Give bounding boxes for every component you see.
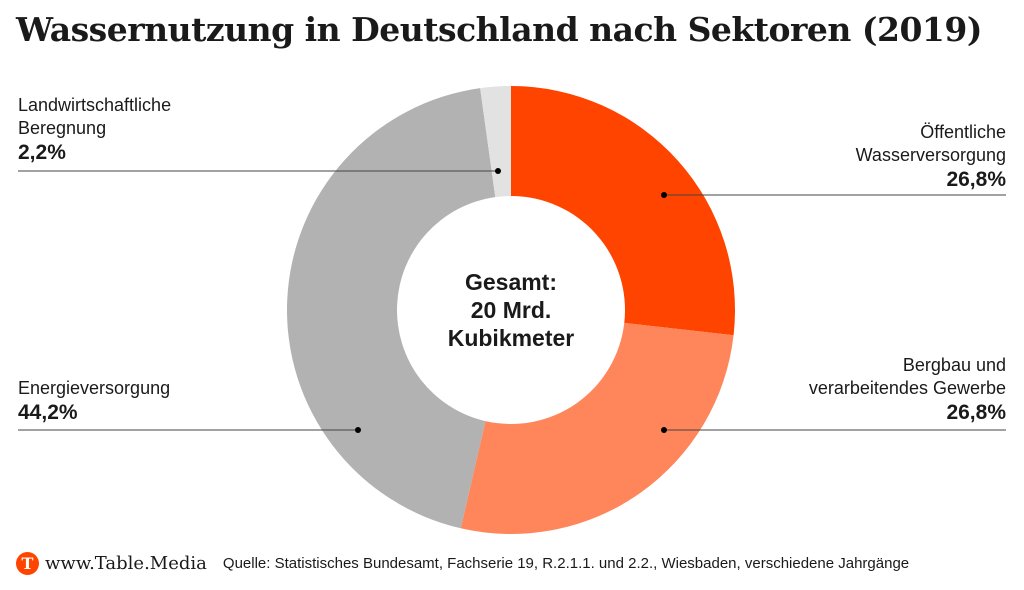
label-bergbau: Bergbau und verarbeitendes Gewerbe 26,8% bbox=[809, 354, 1006, 426]
label-oeffentliche: Öffentliche Wasserversorgung 26,8% bbox=[856, 121, 1006, 193]
label-name: Landwirtschaftliche bbox=[18, 95, 172, 115]
leader-dot-bergbau bbox=[661, 427, 667, 433]
label-value: 26,8% bbox=[946, 401, 1006, 424]
center-line-1: Gesamt: bbox=[464, 269, 558, 295]
label-name: verarbeitendes Gewerbe bbox=[808, 378, 1006, 398]
label-value: 26,8% bbox=[946, 168, 1006, 191]
label-name: Energieversorgung bbox=[18, 378, 171, 398]
center-line-3: Kubikmeter bbox=[447, 325, 575, 351]
chart-title: Wassernutzung in Deutschland nach Sektor… bbox=[16, 10, 982, 49]
center-line-2: 20 Mrd. bbox=[470, 297, 552, 323]
leader-dot-energie bbox=[355, 427, 361, 433]
label-energie: Energieversorgung 44,2% bbox=[18, 377, 170, 426]
label-value: 2,2% bbox=[18, 141, 66, 164]
table-media-logo-icon: T bbox=[16, 552, 39, 575]
slice-energie bbox=[287, 88, 496, 529]
label-name: Wasserversorgung bbox=[855, 145, 1006, 165]
label-name: Beregnung bbox=[18, 118, 107, 138]
label-name: Bergbau und bbox=[902, 355, 1006, 375]
slice-bergbau bbox=[460, 322, 734, 534]
label-value: 44,2% bbox=[18, 401, 78, 424]
slice-landwirtschaft bbox=[480, 86, 511, 198]
center-label: Gesamt: 20 Mrd. Kubikmeter bbox=[411, 268, 611, 352]
slice-oeffentliche bbox=[511, 86, 735, 336]
source-text: Quelle: Statistisches Bundesamt, Fachser… bbox=[222, 555, 910, 572]
site-link[interactable]: www.Table.Media bbox=[45, 553, 207, 574]
label-landwirtschaft: Landwirtschaftliche Beregnung 2,2% bbox=[18, 94, 171, 166]
footer: T www.Table.Media Quelle: Statistisches … bbox=[16, 552, 909, 575]
leader-dot-oeffentliche bbox=[661, 192, 667, 198]
label-name: Öffentliche bbox=[920, 122, 1006, 142]
leader-dot-landwirtschaft bbox=[495, 168, 501, 174]
